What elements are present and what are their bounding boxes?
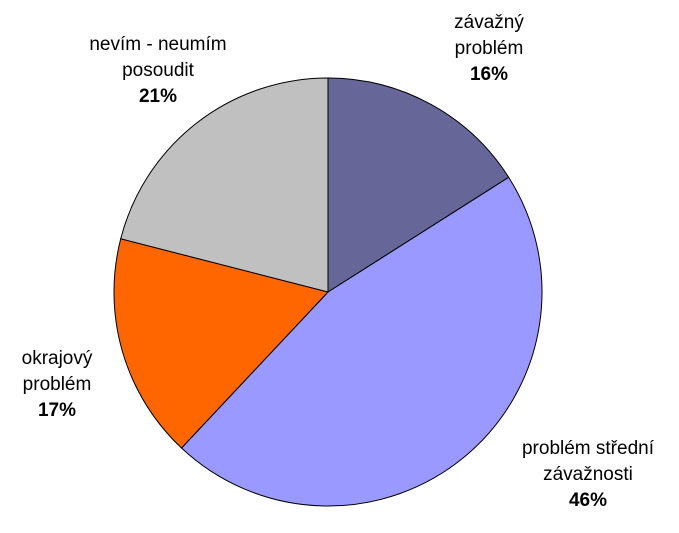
value-label: 46% [568,490,608,511]
category-label: okrajový problém [21,348,93,395]
slice-label: nevím - neumím posoudit 21% [58,32,258,110]
category-label: závažný problém [454,12,524,59]
value-label: 16% [469,64,509,85]
pie-slice [113,238,329,449]
category-label: nevím - neumím posoudit [89,34,227,81]
value-label: 21% [138,86,178,107]
slice-label: okrajový problém 17% [7,346,107,424]
pie-slice [180,176,543,507]
category-label: problém střední závažnosti [521,438,654,485]
pie-slice [327,77,510,293]
pie-slice [120,77,329,293]
value-label: 17% [37,400,77,421]
slice-label: závažný problém 16% [434,10,544,88]
slice-label: problém střední závažnosti 46% [498,436,678,514]
